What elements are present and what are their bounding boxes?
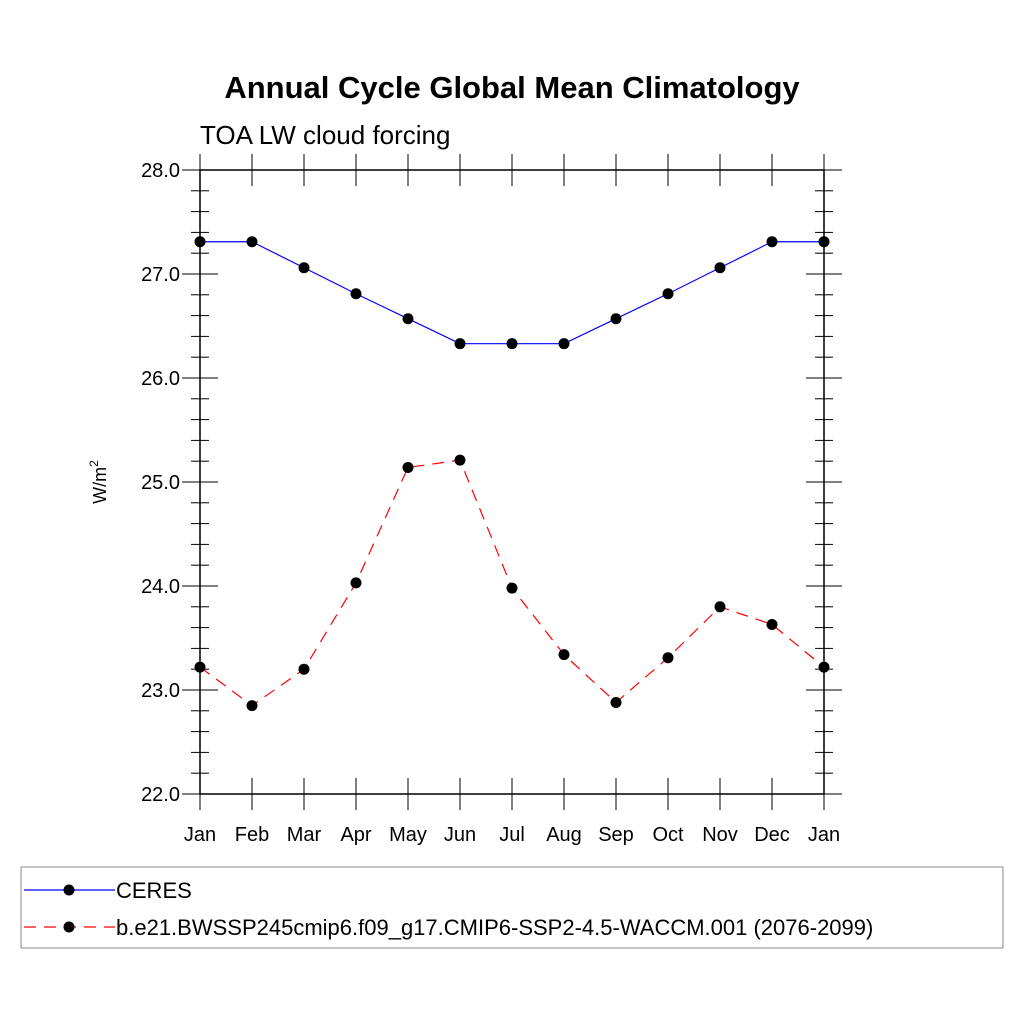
series-1-point: [714, 601, 726, 613]
x-tick-label: Nov: [702, 824, 738, 846]
series-line-0: [200, 241, 824, 345]
series-1-point: [350, 577, 362, 589]
series-1-point: [610, 696, 622, 708]
legend-marker-ceres: [63, 884, 75, 896]
series-0-point: [246, 236, 258, 248]
y-tick-label: 25.0: [141, 472, 180, 494]
legend-box: [20, 866, 1004, 949]
legend-label-ceres: CERES: [116, 878, 192, 903]
series-0-point: [402, 313, 414, 325]
series-layer: [194, 236, 830, 712]
y-tick-label: 24.0: [141, 576, 180, 598]
series-0-point: [714, 262, 726, 274]
x-tick-label: May: [389, 824, 427, 846]
x-tick-labels: Jan Feb Mar Apr May Jun Jul Aug Sep Oct Nov Dec Jan: [184, 824, 840, 846]
x-tick-label: Oct: [652, 824, 684, 846]
x-tick-label: Jan: [184, 824, 216, 846]
x-tick-label: Feb: [235, 824, 269, 846]
series-1-point: [818, 661, 830, 673]
series-0-point: [818, 236, 830, 248]
legend-label-model: b.e21.BWSSP245cmip6.f09_g17.CMIP6-SSP2-4…: [116, 915, 873, 940]
y-axis-label-sup: 2: [87, 460, 101, 467]
series-0-point: [610, 313, 622, 325]
series-1-point: [506, 582, 518, 594]
x-tick-label: Jul: [499, 824, 525, 846]
series-1-point: [246, 700, 258, 712]
x-tick-label: Jan: [808, 824, 840, 846]
y-tick-label: 26.0: [141, 368, 180, 390]
y-tick-label: 27.0: [141, 264, 180, 286]
chart-title: Annual Cycle Global Mean Climatology: [224, 70, 800, 105]
legend-entry-ceres: CERES: [24, 878, 192, 903]
series-1-point: [662, 652, 674, 664]
y-tick-label: 22.0: [141, 784, 180, 806]
y-tick-labels: 22.0 23.0 24.0 25.0 26.0 27.0 28.0: [141, 160, 180, 806]
x-tick-label: Mar: [287, 824, 322, 846]
x-tick-label: Dec: [754, 824, 790, 846]
series-0-point: [766, 236, 778, 248]
plot-frame: [199, 169, 825, 795]
y-tick-label: 23.0: [141, 680, 180, 702]
series-1-point: [194, 661, 206, 673]
series-0-point: [350, 288, 362, 300]
x-tick-label: Sep: [598, 824, 634, 846]
series-0-point: [454, 338, 466, 350]
ticks-layer: [182, 154, 842, 810]
series-1-point: [298, 663, 310, 675]
y-tick-label: 28.0: [141, 160, 180, 182]
series-1-point: [558, 649, 570, 661]
series-1-point: [766, 618, 778, 630]
x-tick-label: Apr: [340, 824, 371, 846]
series-0-point: [506, 338, 518, 350]
series-1-point: [454, 454, 466, 466]
series-0-point: [662, 288, 674, 300]
series-0-point: [298, 262, 310, 274]
series-0-point: [194, 236, 206, 248]
x-tick-label: Aug: [546, 824, 582, 846]
legend-entry-model: b.e21.BWSSP245cmip6.f09_g17.CMIP6-SSP2-4…: [24, 915, 873, 940]
chart-subtitle: TOA LW cloud forcing: [200, 120, 450, 150]
legend-marker-model: [63, 921, 75, 933]
series-0-point: [558, 338, 570, 350]
y-axis-label-base: W/m: [90, 467, 110, 504]
x-tick-label: Jun: [444, 824, 476, 846]
y-axis-label: W/m2: [87, 460, 110, 504]
series-1-point: [402, 461, 414, 473]
